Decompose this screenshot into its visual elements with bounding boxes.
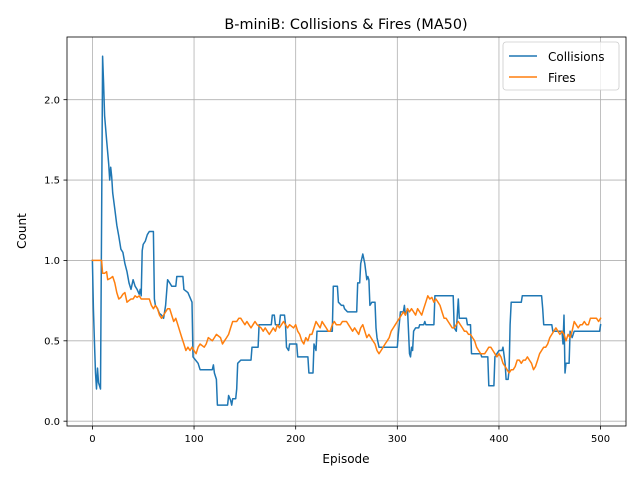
series-line-fires [91,259,602,374]
series-line-collisions [91,55,602,406]
legend: Collisions Fires [502,41,620,91]
y-tick-label: 2.0 [44,95,60,106]
y-axis-label: Count [15,213,29,249]
y-axis: 0.0 0.5 1.0 1.5 2.0 [44,95,67,428]
legend-box [502,41,620,91]
y-tick-label: 1.5 [44,176,60,187]
x-axis: 0 100 200 300 400 500 [89,426,610,445]
y-tick-label: 1.0 [44,256,60,267]
x-tick-label: 400 [489,434,508,445]
x-tick-label: 200 [286,434,305,445]
x-axis-label: Episode [322,452,369,466]
legend-label-collisions: Collisions [548,50,605,64]
y-tick-label: 0.0 [44,417,60,428]
y-tick-label: 0.5 [44,336,60,347]
plot-area [66,36,627,427]
x-tick-label: 0 [89,434,95,445]
plot-background [67,37,626,426]
grid-lines [67,37,626,426]
x-tick-label: 300 [388,434,407,445]
series-lines [91,55,602,406]
legend-label-fires: Fires [548,71,576,85]
x-tick-label: 100 [184,434,203,445]
x-tick-label: 500 [591,434,610,445]
chart-title: B-miniB: Collisions & Fires (MA50) [224,17,467,33]
plot-frame [66,36,627,427]
